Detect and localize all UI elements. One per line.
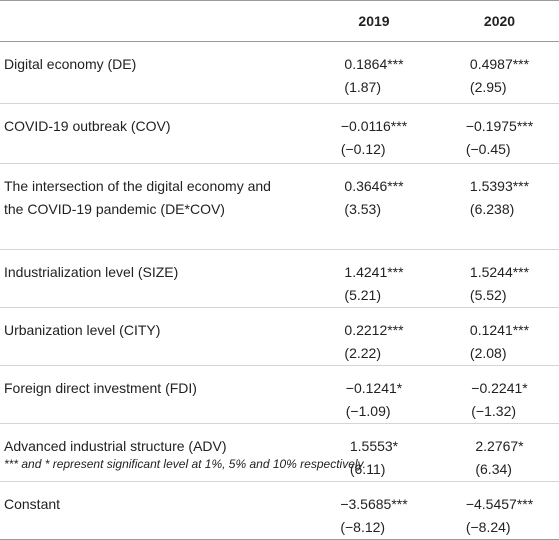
t-statistic: (−0.12) xyxy=(340,141,386,157)
row-label: Industrialization level (SIZE) xyxy=(4,264,179,280)
coefficient: −0.1241* xyxy=(345,380,403,396)
cell-2019: −3.5685*** (−8.12) xyxy=(308,482,440,540)
coefficient: −3.5685*** xyxy=(340,496,408,512)
cell-2019: −0.0116*** (−0.12) xyxy=(308,104,440,164)
t-statistic: (6.238) xyxy=(469,201,515,217)
cell-2019: 0.2212*** (2.22) xyxy=(308,308,440,366)
coefficient: −0.1975*** xyxy=(465,118,534,134)
table-row: Digital economy (DE) 0.1864*** (1.87) 0.4… xyxy=(0,42,559,104)
table-row: Constant −3.5685*** (−8.12) −4.5457*** (−8… xyxy=(0,482,559,540)
coefficient: 1.5553* xyxy=(349,438,399,454)
row-label: Constant xyxy=(4,496,61,512)
cell-2020: −0.1975*** (−0.45) xyxy=(440,104,559,164)
coefficient: −0.0116*** xyxy=(340,118,408,134)
t-statistic: (6.34) xyxy=(475,461,512,477)
t-statistic: (2.22) xyxy=(344,345,381,361)
table-row: Foreign direct investment (FDI) −0.1241*… xyxy=(0,366,559,424)
t-statistic: (−1.32) xyxy=(471,403,517,419)
cell-2019: 1.5553* (6.11) xyxy=(308,424,440,482)
cell-2020: 1.5393*** (6.238) xyxy=(440,164,559,250)
coefficient: 0.4987*** xyxy=(469,56,530,72)
cell-2020: 2.2767* (6.34) xyxy=(440,424,559,482)
cell-2020: −0.2241* (−1.32) xyxy=(440,366,559,424)
coefficient: 1.5244*** xyxy=(469,264,530,280)
t-statistic: (3.53) xyxy=(344,201,381,217)
coefficient: 0.2212*** xyxy=(344,322,404,338)
t-statistic: (−0.45) xyxy=(465,141,511,157)
header-2020: 2020 xyxy=(483,13,516,29)
cell-2019: 0.1864*** (1.87) xyxy=(308,42,440,104)
row-label: Advanced industrial structure (ADV) xyxy=(4,438,227,454)
row-label-line: the COVID-19 pandemic (DE*COV) xyxy=(4,201,225,217)
t-statistic: (−1.09) xyxy=(345,403,391,419)
t-statistic: (5.52) xyxy=(469,287,507,303)
coefficient: 1.5393*** xyxy=(469,178,530,194)
header-2019: 2019 xyxy=(358,13,390,29)
coefficient: −0.2241* xyxy=(471,380,528,396)
table-row: Urbanization level (CITY) 0.2212*** (2.22… xyxy=(0,308,559,366)
cell-2020: 0.1241*** (2.08) xyxy=(440,308,559,366)
coefficient: 2.2767* xyxy=(475,438,524,454)
row-label: Foreign direct investment (FDI) xyxy=(4,380,197,396)
table-row: The intersection of the digital economy … xyxy=(0,164,559,250)
cell-2020: 0.4987*** (2.95) xyxy=(440,42,559,104)
table-row: Industrialization level (SIZE) 1.4241***… xyxy=(0,250,559,308)
row-label: Urbanization level (CITY) xyxy=(4,322,161,338)
cell-2020: −4.5457*** (−8.24) xyxy=(440,482,559,540)
table-header-row: 2019 2020 xyxy=(0,0,559,42)
coefficient: 0.3646*** xyxy=(344,178,404,194)
row-label: Digital economy (DE) xyxy=(4,56,137,72)
t-statistic: (2.08) xyxy=(469,345,507,361)
header-variable xyxy=(0,1,308,42)
table-row: COVID-19 outbreak (COV) −0.0116*** (−0.12… xyxy=(0,104,559,164)
coefficient: 1.4241*** xyxy=(344,264,404,280)
t-statistic: (2.95) xyxy=(469,79,507,95)
cell-2019: 1.4241*** (5.21) xyxy=(308,250,440,308)
cell-2020: 1.5244*** (5.52) xyxy=(440,250,559,308)
table-footnote: *** and * represent significant level at… xyxy=(4,457,366,471)
row-label: The intersection of the digital economy … xyxy=(0,164,308,250)
row-label-line: The intersection of the digital economy … xyxy=(4,178,271,194)
coefficient: 0.1864*** xyxy=(344,56,404,72)
t-statistic: (−8.12) xyxy=(340,519,386,535)
cell-2019: 0.3646*** (3.53) xyxy=(308,164,440,250)
cell-2019: −0.1241* (−1.09) xyxy=(308,366,440,424)
t-statistic: (5.21) xyxy=(344,287,381,303)
table-row: Advanced industrial structure (ADV) 1.55… xyxy=(0,424,559,482)
t-statistic: (6.11) xyxy=(349,461,386,477)
coefficient: −4.5457*** xyxy=(465,496,534,512)
row-label: COVID-19 outbreak (COV) xyxy=(4,118,171,134)
t-statistic: (−8.24) xyxy=(465,519,511,535)
coefficient: 0.1241*** xyxy=(469,322,530,338)
t-statistic: (1.87) xyxy=(344,79,381,95)
